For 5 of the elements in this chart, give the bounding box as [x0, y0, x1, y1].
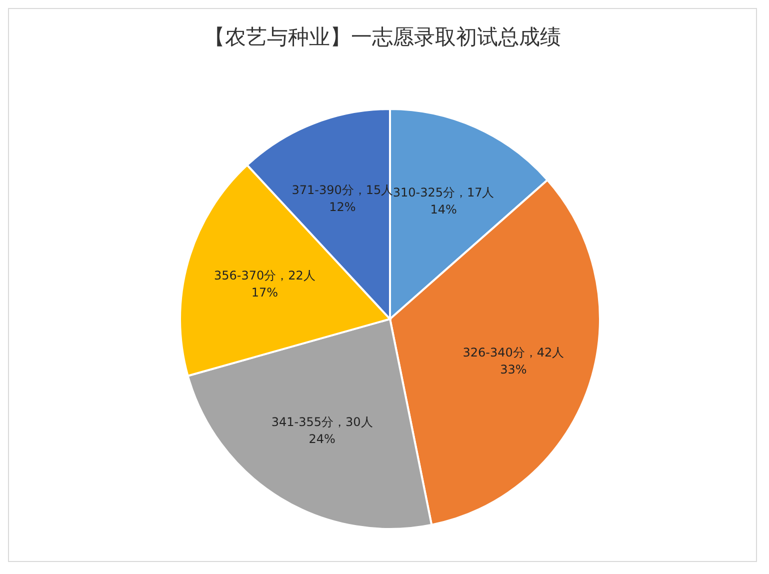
slice-label: 341-355分，30人 24% [271, 415, 373, 446]
chart-title: 【农艺与种业】一志愿录取初试总成绩 [203, 24, 562, 51]
slice-label: 326-340分，42人 33% [462, 345, 564, 376]
slice-label: 356-370分，22人 17% [214, 268, 316, 300]
slice-label: 310-325分，17人 14% [392, 185, 494, 216]
